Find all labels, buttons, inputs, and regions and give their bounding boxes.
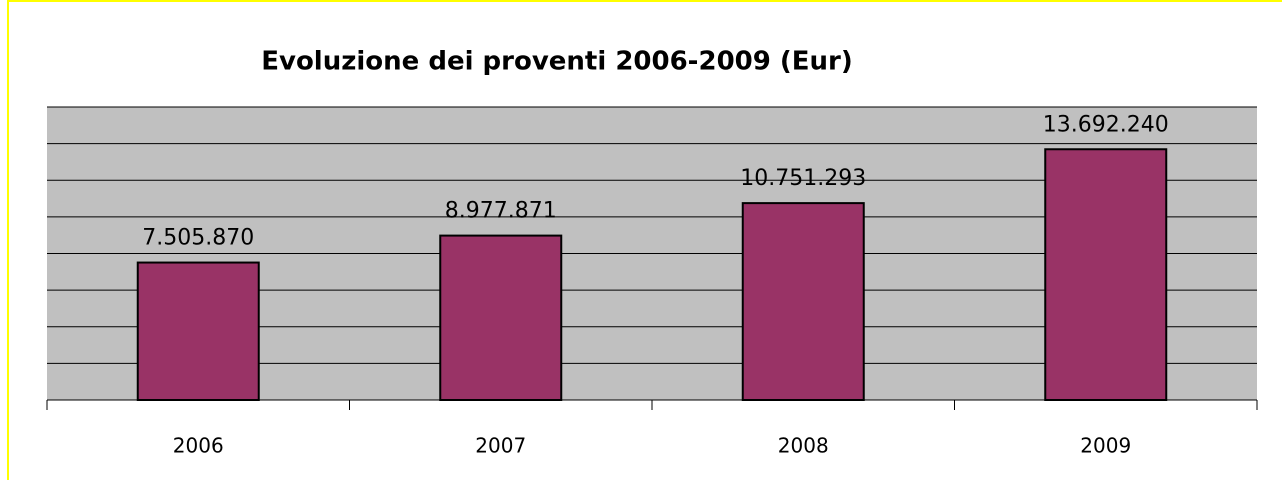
chart-title: Evoluzione dei proventi 2006-2009 (Eur): [261, 47, 853, 77]
bar: [1044, 148, 1168, 401]
data-label: 8.977.871: [445, 199, 557, 224]
x-tick-label: 2006: [173, 434, 224, 458]
bar: [439, 234, 563, 401]
x-tick-label: 2009: [1080, 434, 1131, 458]
bar: [741, 202, 865, 401]
data-label: 7.505.870: [142, 226, 254, 251]
data-label: 10.751.293: [740, 166, 866, 191]
x-tick-label: 2008: [778, 434, 829, 458]
data-label: 13.692.240: [1043, 112, 1169, 137]
x-tick-label: 2007: [475, 434, 526, 458]
bar: [136, 261, 260, 402]
